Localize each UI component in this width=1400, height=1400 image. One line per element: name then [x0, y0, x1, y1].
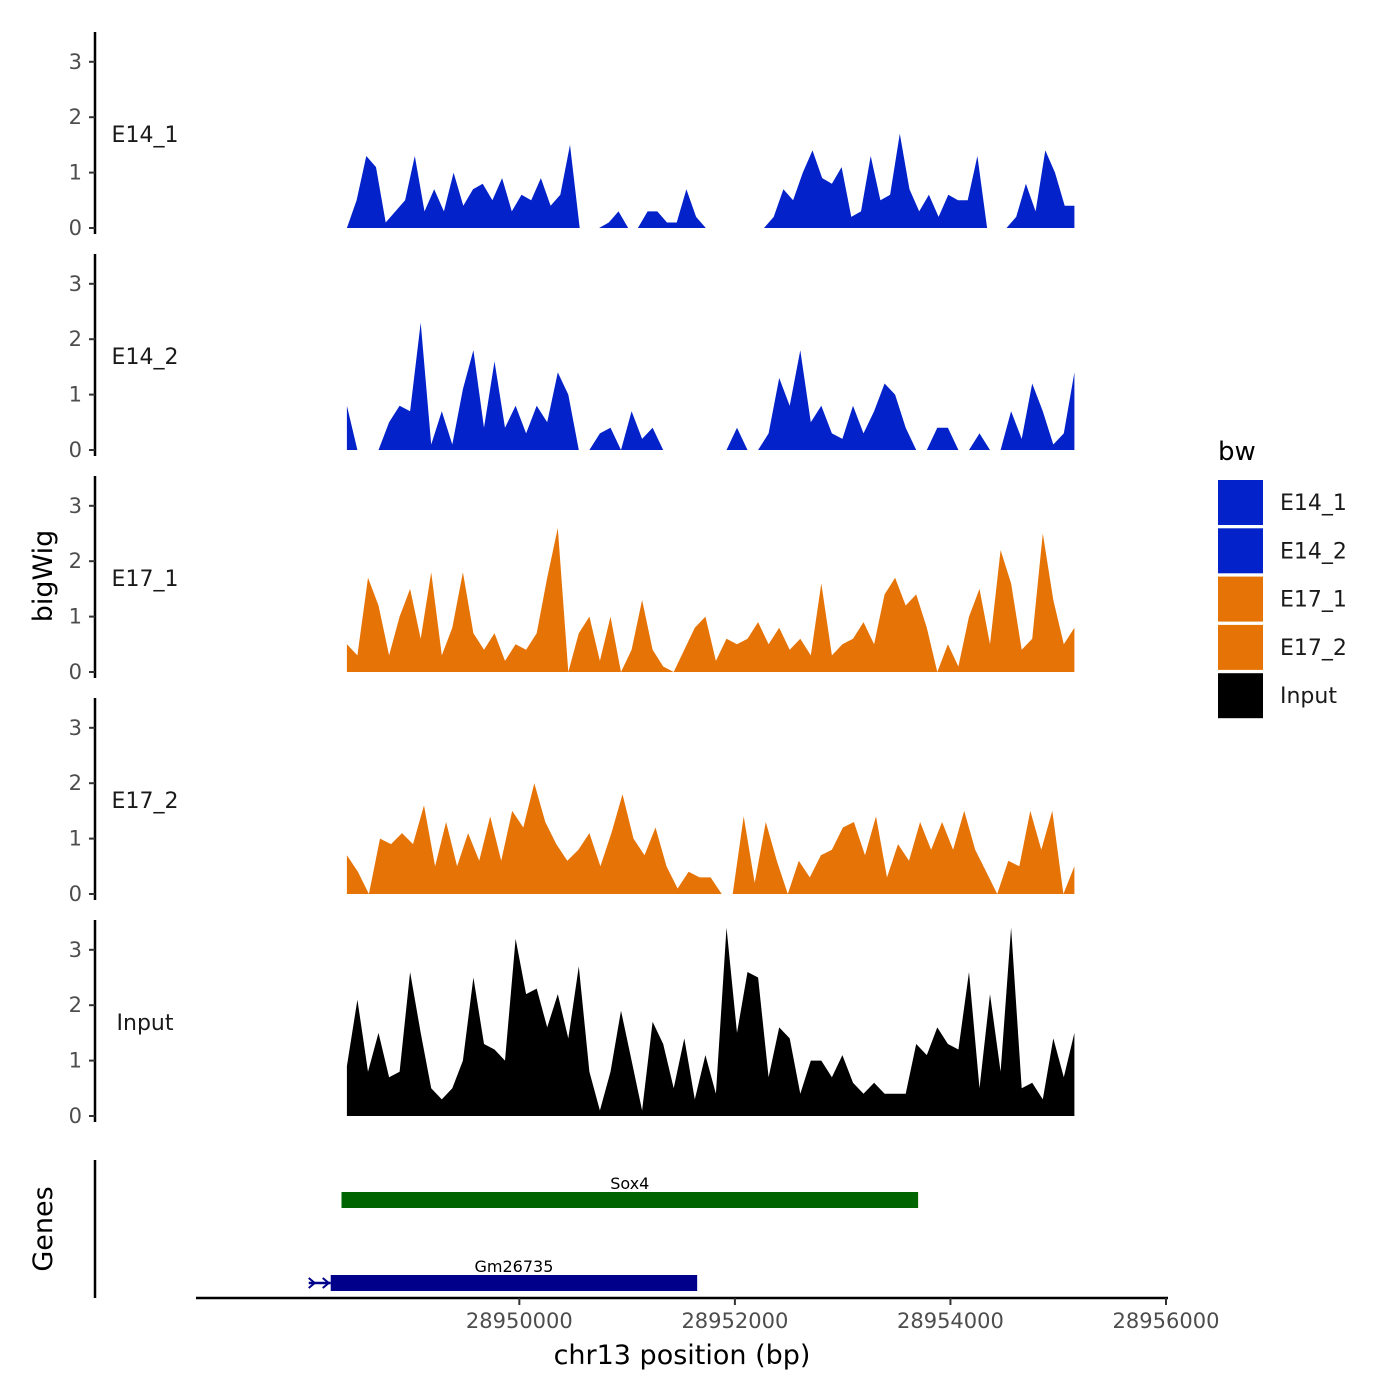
legend-item-e14-1: E14_1: [1218, 480, 1347, 525]
y-tick-label: 1: [69, 827, 82, 851]
legend-item-input: Input: [1218, 673, 1337, 719]
genes-axis-title: Genes: [28, 1186, 59, 1271]
legend-title: bw: [1218, 437, 1256, 467]
y-tick-label: 2: [69, 993, 82, 1017]
legend: bw E14_1 E14_2 E17_1 E17_2 Input: [1218, 437, 1347, 719]
y-tick-label: 2: [69, 105, 82, 129]
signal-area-e14-1: [346, 133, 1075, 228]
track-e14-2: 0 1 2 3 E14_2: [69, 254, 1075, 462]
legend-item-e17-1: E17_1: [1218, 576, 1347, 622]
y-tick-label: 0: [69, 882, 82, 906]
x-tick-label: 28954000: [897, 1309, 1004, 1333]
y-tick-label: 1: [69, 161, 82, 185]
y-tick-label: 2: [69, 327, 82, 351]
y-tick-label: 1: [69, 605, 82, 629]
track-e14-1: 0 1 2 3 E14_1: [69, 32, 1075, 240]
y-tick-label: 3: [69, 50, 82, 74]
gene-exon-bar: [330, 1275, 698, 1291]
track-label: E17_1: [112, 567, 179, 592]
x-tick-label: 28956000: [1113, 1309, 1220, 1333]
y-tick-label: 2: [69, 549, 82, 573]
track-label: E14_1: [112, 123, 179, 148]
signal-tracks: 0 1 2 3 E14_1 0 1 2 3 E14_2 0 1 2 3 E17_1 0 1 2 3 E17_2 0 1 2 3…: [69, 32, 1075, 1128]
gene-sox4: Sox4: [341, 1174, 919, 1208]
legend-swatch: [1218, 480, 1263, 525]
y-tick-label: 3: [69, 716, 82, 740]
track-e17-1: 0 1 2 3 E17_1: [69, 476, 1075, 684]
legend-label: E17_1: [1280, 588, 1347, 613]
legend-label: E17_2: [1280, 636, 1347, 661]
y-tick-label: 3: [69, 272, 82, 296]
y-tick-label: 0: [69, 216, 82, 240]
y-tick-label: 3: [69, 938, 82, 962]
legend-label: E14_1: [1280, 491, 1347, 516]
track-label: E14_2: [112, 345, 179, 370]
x-axis-title: chr13 position (bp): [554, 1340, 811, 1371]
y-tick-label: 0: [69, 660, 82, 684]
gene-label: Sox4: [610, 1174, 649, 1193]
y-tick-label: 0: [69, 438, 82, 462]
gene-gm26735: Gm26735: [308, 1257, 698, 1291]
gene-exon-bar: [341, 1192, 919, 1208]
legend-label: E14_2: [1280, 539, 1347, 564]
y-tick-label: 1: [69, 383, 82, 407]
track-e17-2: 0 1 2 3 E17_2: [69, 698, 1075, 906]
signal-area-input: [346, 927, 1075, 1116]
y-axis-title: bigWig: [28, 530, 59, 623]
y-tick-label: 0: [69, 1104, 82, 1128]
x-tick-label: 28952000: [681, 1309, 788, 1333]
track-label: E17_2: [112, 789, 179, 814]
track-input: 0 1 2 3 Input: [69, 920, 1075, 1128]
legend-swatch: [1218, 528, 1263, 574]
legend-label: Input: [1280, 684, 1337, 709]
x-axis: 28950000 28952000 28954000 28956000: [196, 1296, 1220, 1333]
legend-swatch: [1218, 576, 1263, 622]
legend-swatch: [1218, 673, 1263, 719]
x-tick-label: 28950000: [466, 1309, 573, 1333]
track-label: Input: [117, 1011, 174, 1036]
strand-arrow-icon: [308, 1277, 331, 1289]
y-tick-label: 3: [69, 494, 82, 518]
y-tick-label: 1: [69, 1049, 82, 1073]
y-tick-label: 2: [69, 771, 82, 795]
gene-label: Gm26735: [474, 1257, 553, 1276]
signal-area-e17-2: [346, 783, 1075, 894]
gene-track: Sox4 Gm26735: [93, 1160, 919, 1298]
legend-item-e14-2: E14_2: [1218, 528, 1347, 574]
legend-swatch: [1218, 624, 1263, 670]
legend-item-e17-2: E17_2: [1218, 624, 1347, 670]
signal-area-e17-1: [346, 528, 1075, 672]
signal-area-e14-2: [346, 322, 1075, 450]
